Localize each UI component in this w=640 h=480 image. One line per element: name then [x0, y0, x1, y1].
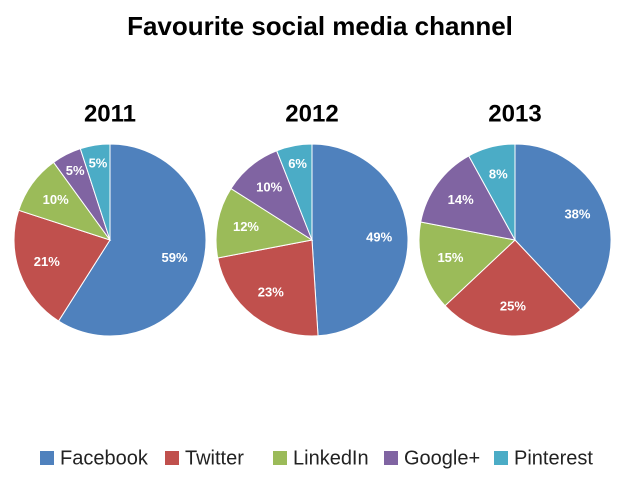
pie-slice: [514, 143, 612, 311]
legend-swatch: [273, 451, 287, 465]
data-label: 8%: [489, 166, 508, 181]
pie-slice: [276, 143, 313, 241]
pie-slice: [311, 143, 409, 337]
legend-label: LinkedIn: [293, 447, 369, 469]
data-label: 14%: [448, 192, 474, 207]
pie-slice: [13, 209, 111, 322]
pie-slice: [420, 155, 516, 241]
legend-label: Google+: [404, 447, 480, 469]
data-label: 5%: [66, 163, 85, 178]
pie-slice: [468, 143, 516, 241]
data-label: 5%: [89, 156, 108, 171]
pie-title: 2011: [84, 100, 136, 127]
pie-slice: [79, 143, 111, 241]
pie-slice: [215, 187, 314, 259]
data-label: 6%: [288, 156, 307, 171]
pie-slice: [444, 239, 582, 337]
legend-label: Twitter: [185, 447, 244, 469]
data-label: 59%: [162, 250, 188, 265]
data-label: 15%: [437, 250, 463, 265]
data-label: 23%: [258, 285, 284, 300]
data-label: 21%: [34, 254, 60, 269]
data-label: 38%: [564, 207, 590, 222]
pie-title: 2013: [488, 100, 541, 127]
pie-slice: [217, 239, 319, 337]
pie-slice: [57, 143, 207, 337]
data-label: 49%: [366, 229, 392, 244]
legend-swatch: [384, 451, 398, 465]
pie-title: 2012: [285, 100, 338, 127]
data-label: 25%: [500, 299, 526, 314]
legend-label: Facebook: [60, 447, 149, 469]
legend-swatch: [40, 451, 54, 465]
legend-swatch: [494, 451, 508, 465]
data-label: 10%: [43, 192, 69, 207]
pie-slice: [418, 221, 517, 307]
legend-swatch: [165, 451, 179, 465]
data-label: 12%: [233, 219, 259, 234]
chart-title: Favourite social media channel: [127, 11, 513, 41]
data-label: 10%: [256, 180, 282, 195]
legend-label: Pinterest: [514, 447, 593, 469]
